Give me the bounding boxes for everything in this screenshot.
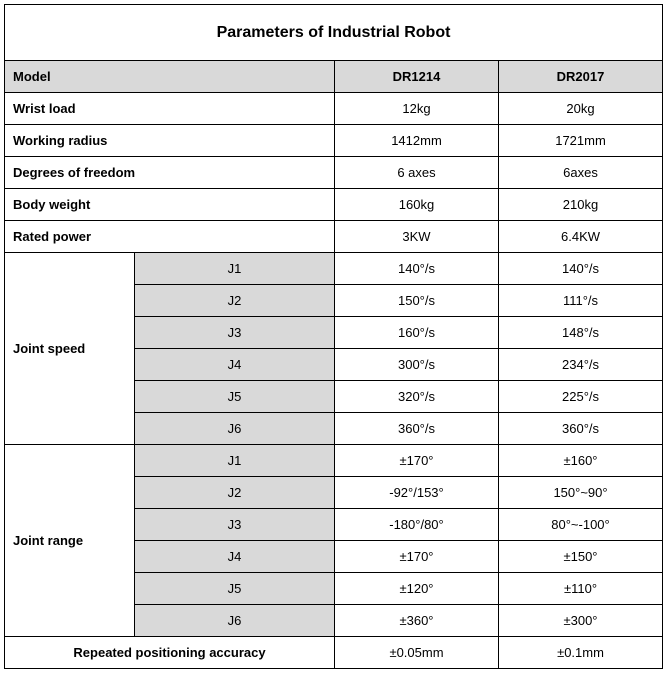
value-a: ±120°: [335, 573, 499, 605]
repeated-accuracy-label: Repeated positioning accuracy: [5, 637, 335, 669]
value-b: 1721mm: [499, 125, 663, 157]
table-row: Repeated positioning accuracy ±0.05mm ±0…: [5, 637, 663, 669]
value-a: 320°/s: [335, 381, 499, 413]
column-header-b: DR2017: [499, 61, 663, 93]
joint-label: J5: [135, 573, 335, 605]
value-b: ±110°: [499, 573, 663, 605]
joint-speed-label: Joint speed: [5, 253, 135, 445]
param-label: Body weight: [5, 189, 335, 221]
table-row: Joint speed J1 140°/s 140°/s: [5, 253, 663, 285]
joint-label: J1: [135, 445, 335, 477]
value-a: -92°/153°: [335, 477, 499, 509]
value-a: 12kg: [335, 93, 499, 125]
value-b: 148°/s: [499, 317, 663, 349]
table-title: Parameters of Industrial Robot: [5, 5, 663, 61]
table-row: Degrees of freedom 6 axes 6axes: [5, 157, 663, 189]
param-label: Wrist load: [5, 93, 335, 125]
column-header-a: DR1214: [335, 61, 499, 93]
joint-label: J6: [135, 413, 335, 445]
value-a: 300°/s: [335, 349, 499, 381]
value-b: 80°~-100°: [499, 509, 663, 541]
param-label: Degrees of freedom: [5, 157, 335, 189]
value-a: 1412mm: [335, 125, 499, 157]
parameters-table: Parameters of Industrial Robot Model DR1…: [4, 4, 663, 669]
value-b: 6axes: [499, 157, 663, 189]
value-a: ±360°: [335, 605, 499, 637]
value-a: ±170°: [335, 445, 499, 477]
joint-label: J5: [135, 381, 335, 413]
param-label: Working radius: [5, 125, 335, 157]
table-row: Rated power 3KW 6.4KW: [5, 221, 663, 253]
value-b: 225°/s: [499, 381, 663, 413]
table-row: Working radius 1412mm 1721mm: [5, 125, 663, 157]
value-a: 160kg: [335, 189, 499, 221]
joint-label: J3: [135, 317, 335, 349]
value-a: 3KW: [335, 221, 499, 253]
value-b: 210kg: [499, 189, 663, 221]
joint-label: J2: [135, 477, 335, 509]
value-b: 360°/s: [499, 413, 663, 445]
joint-label: J2: [135, 285, 335, 317]
value-b: 6.4KW: [499, 221, 663, 253]
joint-label: J3: [135, 509, 335, 541]
model-label: Model: [5, 61, 335, 93]
value-b: ±160°: [499, 445, 663, 477]
table-row: Wrist load 12kg 20kg: [5, 93, 663, 125]
value-b: 150°~90°: [499, 477, 663, 509]
joint-label: J1: [135, 253, 335, 285]
value-a: ±0.05mm: [335, 637, 499, 669]
param-label: Rated power: [5, 221, 335, 253]
value-a: 360°/s: [335, 413, 499, 445]
value-a: 140°/s: [335, 253, 499, 285]
joint-label: J4: [135, 349, 335, 381]
value-b: ±150°: [499, 541, 663, 573]
value-b: 111°/s: [499, 285, 663, 317]
value-b: 140°/s: [499, 253, 663, 285]
value-a: 150°/s: [335, 285, 499, 317]
value-a: -180°/80°: [335, 509, 499, 541]
joint-label: J6: [135, 605, 335, 637]
joint-label: J4: [135, 541, 335, 573]
value-b: 234°/s: [499, 349, 663, 381]
value-a: ±170°: [335, 541, 499, 573]
value-b: ±300°: [499, 605, 663, 637]
value-b: ±0.1mm: [499, 637, 663, 669]
joint-range-label: Joint range: [5, 445, 135, 637]
value-a: 6 axes: [335, 157, 499, 189]
value-a: 160°/s: [335, 317, 499, 349]
table-row: Body weight 160kg 210kg: [5, 189, 663, 221]
value-b: 20kg: [499, 93, 663, 125]
table-row: Joint range J1 ±170° ±160°: [5, 445, 663, 477]
